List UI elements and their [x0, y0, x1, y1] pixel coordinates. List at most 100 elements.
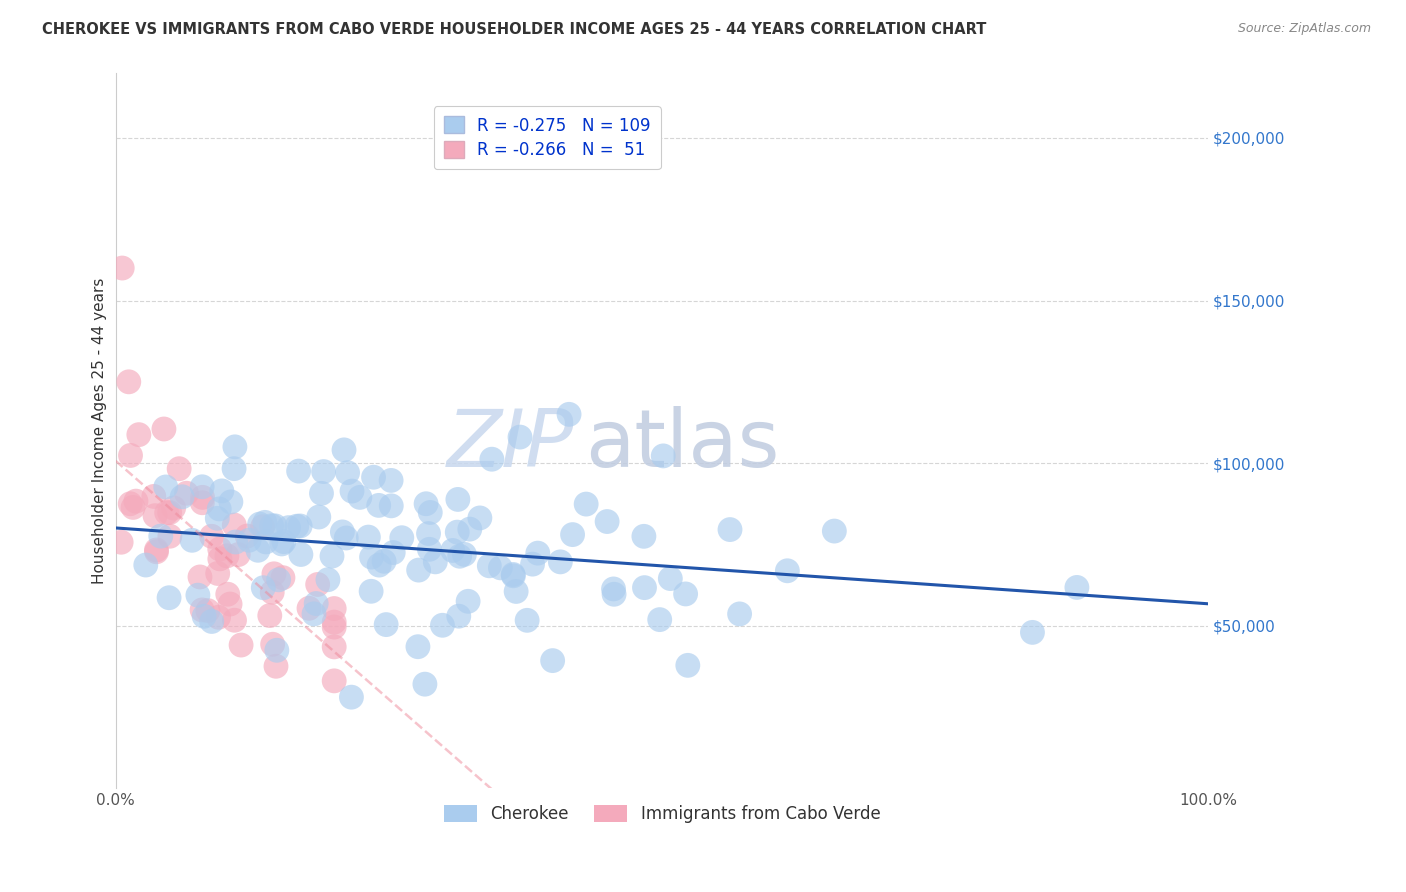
Point — [418, 542, 440, 557]
Point — [270, 537, 292, 551]
Point — [391, 531, 413, 545]
Point — [217, 587, 239, 601]
Point — [207, 610, 229, 624]
Point — [135, 558, 157, 572]
Point — [208, 502, 231, 516]
Point — [357, 530, 380, 544]
Point — [633, 581, 655, 595]
Point — [271, 571, 294, 585]
Point — [321, 549, 343, 563]
Point — [340, 690, 363, 705]
Point — [110, 535, 132, 549]
Point — [823, 524, 845, 538]
Point — [143, 508, 166, 523]
Point — [380, 499, 402, 513]
Point — [224, 613, 246, 627]
Point — [305, 597, 328, 611]
Point — [302, 607, 325, 621]
Point — [505, 584, 527, 599]
Point — [458, 522, 481, 536]
Legend: Cherokee, Immigrants from Cabo Verde: Cherokee, Immigrants from Cabo Verde — [437, 798, 887, 830]
Point — [254, 534, 277, 549]
Point — [149, 529, 172, 543]
Point — [489, 561, 512, 575]
Point — [323, 640, 346, 654]
Point — [252, 581, 274, 595]
Point — [406, 640, 429, 654]
Point — [285, 519, 308, 533]
Point — [225, 535, 247, 549]
Point — [332, 524, 354, 539]
Point — [441, 543, 464, 558]
Point — [249, 517, 271, 532]
Point — [307, 577, 329, 591]
Point — [447, 492, 470, 507]
Point — [648, 613, 671, 627]
Point — [208, 552, 231, 566]
Point — [167, 461, 190, 475]
Point — [360, 584, 382, 599]
Point — [155, 480, 177, 494]
Point — [191, 603, 214, 617]
Point — [125, 494, 148, 508]
Point — [349, 491, 371, 505]
Point — [776, 564, 799, 578]
Point — [191, 491, 214, 505]
Point — [118, 375, 141, 389]
Point — [449, 549, 471, 564]
Point — [263, 566, 285, 581]
Point — [550, 555, 572, 569]
Point — [142, 490, 165, 504]
Point — [208, 542, 231, 557]
Point — [181, 533, 204, 548]
Point — [226, 548, 249, 562]
Point — [253, 516, 276, 530]
Point — [360, 550, 382, 565]
Point — [264, 519, 287, 533]
Point — [187, 588, 209, 602]
Point — [267, 573, 290, 587]
Point — [312, 465, 335, 479]
Point — [120, 497, 142, 511]
Point — [316, 573, 339, 587]
Point — [201, 529, 224, 543]
Point — [335, 531, 357, 545]
Point — [659, 572, 682, 586]
Point — [287, 464, 309, 478]
Point — [156, 506, 179, 520]
Point — [502, 569, 524, 583]
Point — [502, 567, 524, 582]
Point — [273, 534, 295, 549]
Point — [375, 617, 398, 632]
Point — [290, 548, 312, 562]
Point — [718, 523, 741, 537]
Point — [191, 496, 214, 510]
Text: CHEROKEE VS IMMIGRANTS FROM CABO VERDE HOUSEHOLDER INCOME AGES 25 - 44 YEARS COR: CHEROKEE VS IMMIGRANTS FROM CABO VERDE H… — [42, 22, 987, 37]
Point — [264, 659, 287, 673]
Point — [1021, 625, 1043, 640]
Point — [262, 637, 284, 651]
Point — [176, 486, 198, 500]
Point — [522, 557, 544, 571]
Point — [128, 427, 150, 442]
Point — [596, 515, 619, 529]
Point — [188, 570, 211, 584]
Point — [219, 495, 242, 509]
Text: Source: ZipAtlas.com: Source: ZipAtlas.com — [1237, 22, 1371, 36]
Point — [675, 587, 697, 601]
Point — [323, 615, 346, 629]
Point — [509, 430, 531, 444]
Point — [308, 510, 330, 524]
Point — [207, 511, 229, 525]
Point — [633, 529, 655, 543]
Point — [652, 449, 675, 463]
Point — [323, 620, 346, 634]
Point — [159, 506, 181, 520]
Point — [145, 543, 167, 558]
Point — [676, 658, 699, 673]
Point — [120, 449, 142, 463]
Point — [728, 607, 751, 621]
Point — [1066, 581, 1088, 595]
Point — [224, 440, 246, 454]
Point — [288, 519, 311, 533]
